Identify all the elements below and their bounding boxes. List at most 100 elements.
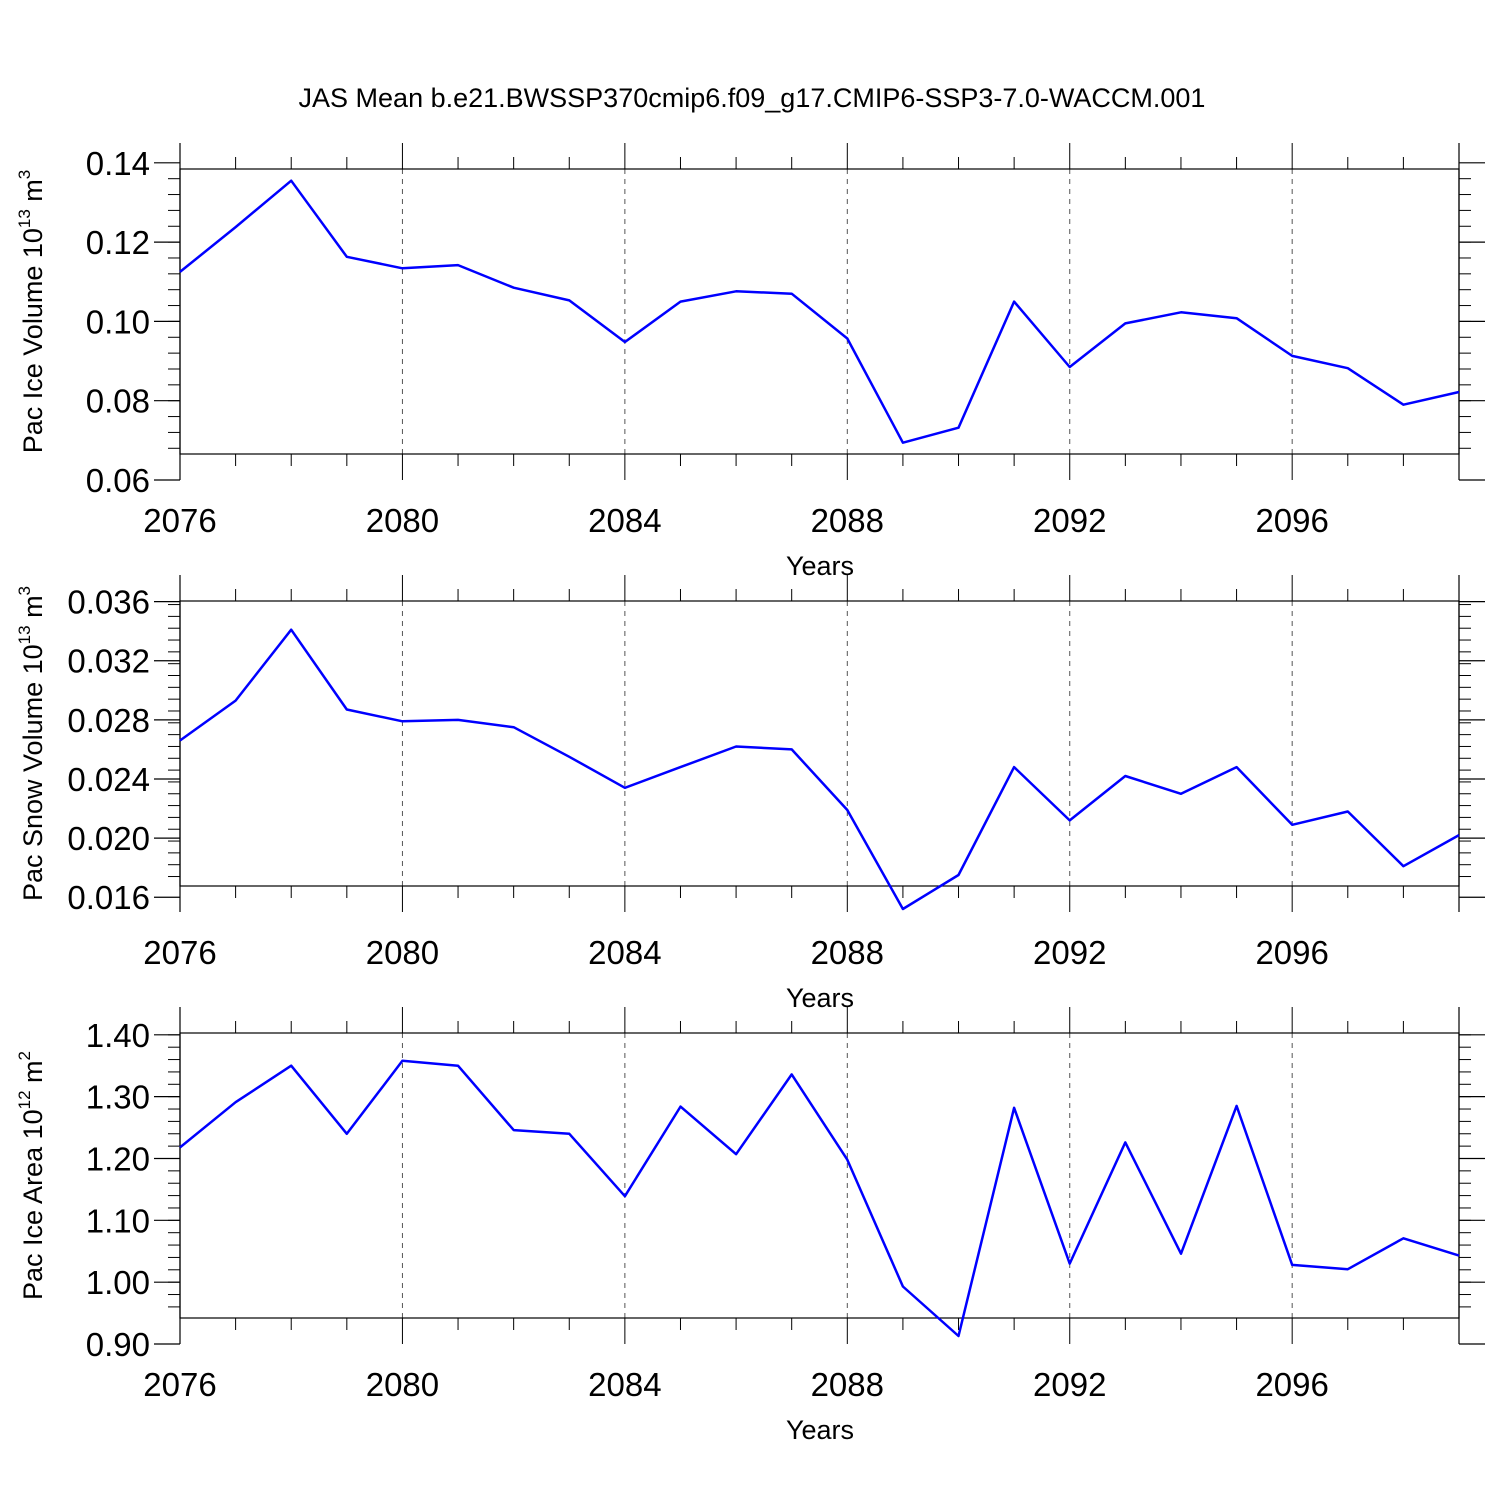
y-tick-label: 0.90: [86, 1326, 150, 1363]
x-tick-label: 2096: [1255, 502, 1328, 539]
y-tick-label: 0.08: [86, 383, 150, 420]
x-axis-label: Years: [786, 551, 854, 581]
data-point: [845, 336, 849, 340]
data-point: [957, 873, 961, 877]
x-tick-label: 2084: [588, 1366, 661, 1403]
y-axis-label-text: Pac Ice Volume 10: [18, 228, 48, 453]
data-point: [1068, 365, 1072, 369]
y-axis-label-superscript: 3: [15, 170, 34, 179]
data-point: [623, 786, 627, 790]
series-line: [179, 1059, 1460, 1338]
data-point: [345, 708, 349, 712]
data-point: [567, 1132, 571, 1136]
data-point: [234, 699, 238, 703]
data-point: [790, 747, 794, 751]
plot-frame: [179, 168, 1460, 455]
data-point: [678, 765, 682, 769]
data-point: [234, 225, 238, 229]
x-tick-label: 2096: [1255, 1366, 1328, 1403]
data-point: [623, 1194, 627, 1198]
data-point: [234, 1100, 238, 1104]
data-point: [1012, 765, 1016, 769]
y-tick-label: 0.10: [86, 303, 150, 340]
data-point: [1290, 354, 1294, 358]
y-tick-label: 0.036: [67, 584, 150, 621]
panel-1: 0.06 0.08 0.10 0.12 0.14 2076 2080 2084 2088 2092…: [15, 143, 1485, 581]
data-point: [1401, 1236, 1405, 1240]
x-tick-label: 2080: [366, 1366, 439, 1403]
y-axis-label-text: Pac Ice Area 10: [18, 1109, 48, 1300]
y-tick-label: 1.20: [86, 1140, 150, 1177]
data-point: [1179, 792, 1183, 796]
data-point: [567, 755, 571, 759]
y-tick-label: 1.00: [86, 1264, 150, 1301]
data-point: [1123, 774, 1127, 778]
data-point: [1457, 1254, 1461, 1258]
y-tick-label: 0.06: [86, 462, 150, 499]
data-point: [1290, 823, 1294, 827]
x-axis-label: Years: [786, 1415, 854, 1445]
figure-title: JAS Mean b.e21.BWSSP370cmip6.f09_g17.CMI…: [299, 83, 1206, 113]
data-point: [901, 441, 905, 445]
data-point: [901, 1284, 905, 1288]
data-point: [1068, 1262, 1072, 1266]
x-tick-label: 2092: [1033, 502, 1106, 539]
y-tick-label: 0.024: [67, 761, 150, 798]
y-tick-label: 1.10: [86, 1202, 150, 1239]
data-point: [178, 270, 182, 274]
data-point: [400, 266, 404, 270]
series-line: [179, 628, 1460, 911]
data-point: [345, 1132, 349, 1136]
data-point: [734, 1152, 738, 1156]
plot-frame: [179, 600, 1460, 887]
data-point: [1012, 1106, 1016, 1110]
data-point: [1457, 833, 1461, 837]
data-point: [1346, 366, 1350, 370]
y-tick-label: 0.032: [67, 643, 150, 680]
data-point: [567, 298, 571, 302]
x-axis-label: Years: [786, 983, 854, 1013]
data-point: [790, 292, 794, 296]
data-point: [1235, 316, 1239, 320]
data-point: [289, 628, 293, 632]
data-point: [623, 340, 627, 344]
x-tick-label: 2092: [1033, 934, 1106, 971]
y-tick-label: 0.028: [67, 702, 150, 739]
y-axis-label: Pac Ice Volume 1013 m3: [15, 170, 48, 454]
y-axis-label-text: m: [18, 595, 48, 625]
data-point: [1179, 1252, 1183, 1256]
x-tick-label: 2088: [811, 502, 884, 539]
x-tick-label: 2080: [366, 934, 439, 971]
data-point: [289, 179, 293, 183]
y-tick-label: 0.016: [67, 879, 150, 916]
y-tick-label: 1.30: [86, 1079, 150, 1116]
data-point: [1068, 818, 1072, 822]
data-point: [1346, 809, 1350, 813]
data-point: [901, 907, 905, 911]
y-tick-label: 0.12: [86, 224, 150, 261]
data-point: [790, 1072, 794, 1076]
x-tick-label: 2076: [143, 934, 216, 971]
data-point: [400, 1059, 404, 1063]
data-point: [845, 808, 849, 812]
y-axis-label: Pac Ice Area 1012 m2: [15, 1051, 48, 1300]
y-axis-label-text: m: [18, 1060, 48, 1090]
y-axis-label: Pac Snow Volume 1013 m3: [15, 586, 48, 901]
data-point: [734, 744, 738, 748]
x-tick-label: 2084: [588, 502, 661, 539]
data-point: [957, 1334, 961, 1338]
y-tick-label: 0.020: [67, 820, 150, 857]
data-point: [1401, 864, 1405, 868]
y-axis-label-superscript: 12: [15, 1090, 34, 1109]
x-tick-label: 2076: [143, 1366, 216, 1403]
x-tick-label: 2088: [811, 934, 884, 971]
y-axis-label-superscript: 13: [15, 209, 34, 228]
data-point: [734, 289, 738, 293]
data-point: [1123, 321, 1127, 325]
x-tick-label: 2092: [1033, 1366, 1106, 1403]
series-line: [179, 179, 1460, 444]
x-tick-label: 2076: [143, 502, 216, 539]
data-point: [456, 718, 460, 722]
panels: 0.06 0.08 0.10 0.12 0.14 2076 2080 2084 2088 2092…: [15, 143, 1485, 1445]
